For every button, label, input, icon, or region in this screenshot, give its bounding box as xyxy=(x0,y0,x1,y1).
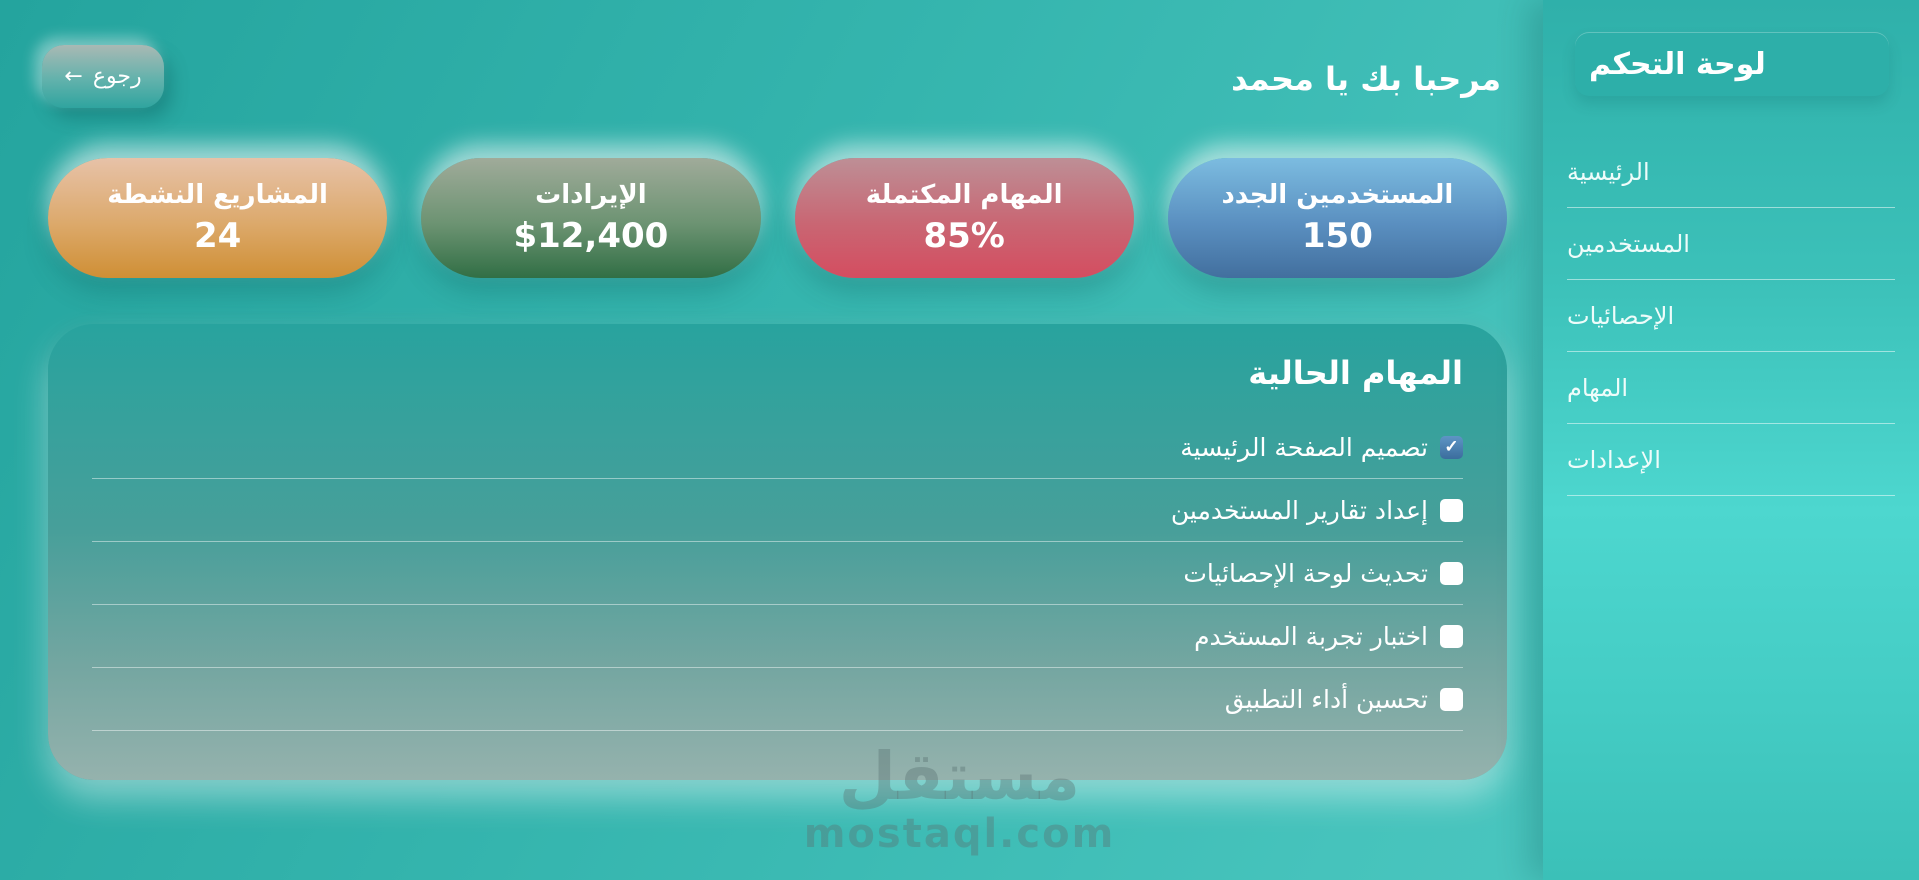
welcome-heading: مرحبا بك يا محمد xyxy=(1231,60,1501,98)
stat-value: $12,400 xyxy=(513,216,669,256)
sidebar-item-home[interactable]: الرئيسية xyxy=(1543,136,1919,208)
task-row[interactable]: تحديث لوحة الإحصائيات xyxy=(92,542,1463,605)
task-checkbox[interactable] xyxy=(1440,498,1463,522)
stats-row: المستخدمين الجدد 150 المهام المكتملة 85%… xyxy=(48,158,1507,278)
task-checkbox[interactable] xyxy=(1440,435,1463,459)
stat-value: 24 xyxy=(193,216,242,256)
tasks-panel: المهام الحالية تصميم الصفحة الرئيسية إعد… xyxy=(48,324,1507,780)
back-button[interactable]: رجوع ← xyxy=(42,45,164,108)
stat-card-active-projects: المشاريع النشطة 24 xyxy=(48,158,388,278)
stat-label: المهام المكتملة xyxy=(865,180,1063,210)
stat-value: 85% xyxy=(923,216,1005,256)
stat-card-revenue: الإيرادات $12,400 xyxy=(421,158,761,278)
sidebar-item-tasks[interactable]: المهام xyxy=(1543,352,1919,424)
task-row[interactable]: إعداد تقارير المستخدمين xyxy=(92,479,1463,542)
task-label: اختبار تجربة المستخدم xyxy=(1194,621,1428,651)
task-label: تحديث لوحة الإحصائيات xyxy=(1183,558,1428,588)
task-label: إعداد تقارير المستخدمين xyxy=(1170,495,1428,525)
stat-label: المستخدمين الجدد xyxy=(1221,180,1454,210)
task-checkbox[interactable] xyxy=(1440,624,1463,648)
task-label: تصميم الصفحة الرئيسية xyxy=(1180,432,1428,462)
stat-card-new-users: المستخدمين الجدد 150 xyxy=(1167,158,1507,278)
sidebar: لوحة التحكم الرئيسية المستخدمين الإحصائي… xyxy=(1543,0,1919,880)
task-row[interactable]: اختبار تجربة المستخدم xyxy=(92,605,1463,668)
stat-label: الإيرادات xyxy=(535,180,647,210)
sidebar-title-box: لوحة التحكم xyxy=(1575,32,1889,96)
stat-value: 150 xyxy=(1301,216,1373,256)
task-row[interactable]: تصميم الصفحة الرئيسية xyxy=(92,416,1463,479)
tasks-panel-title: المهام الحالية xyxy=(1248,354,1463,392)
sidebar-item-users[interactable]: المستخدمين xyxy=(1543,208,1919,280)
sidebar-item-settings[interactable]: الإعدادات xyxy=(1543,424,1919,496)
back-arrow-icon: ← xyxy=(64,64,83,89)
task-row[interactable]: تحسين أداء التطبيق xyxy=(92,668,1463,731)
stat-label: المشاريع النشطة xyxy=(107,180,328,210)
task-checkbox[interactable] xyxy=(1440,687,1463,711)
sidebar-nav: الرئيسية المستخدمين الإحصائيات المهام ال… xyxy=(1543,136,1919,496)
back-button-label: رجوع xyxy=(92,64,142,89)
main-content: رجوع ← مرحبا بك يا محمد المستخدمين الجدد… xyxy=(0,0,1543,880)
task-label: تحسين أداء التطبيق xyxy=(1224,684,1428,714)
stat-card-completed-tasks: المهام المكتملة 85% xyxy=(794,158,1134,278)
sidebar-item-statistics[interactable]: الإحصائيات xyxy=(1543,280,1919,352)
sidebar-title: لوحة التحكم xyxy=(1589,46,1766,82)
task-list: تصميم الصفحة الرئيسية إعداد تقارير المست… xyxy=(92,416,1463,731)
task-checkbox[interactable] xyxy=(1440,561,1463,585)
